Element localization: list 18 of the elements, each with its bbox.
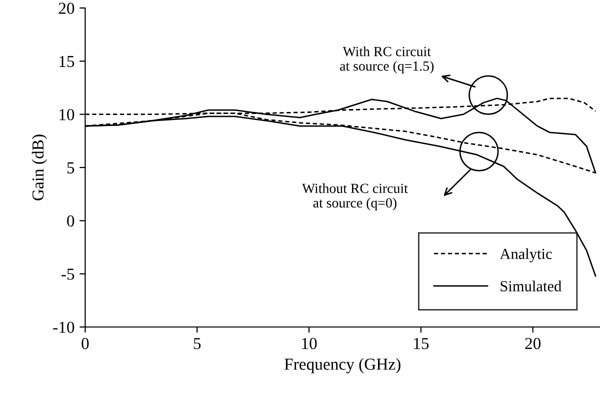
y-tick-label: -5 (62, 268, 74, 280)
y-tick-label: 15 (60, 56, 74, 68)
x-tick-label: 20 (525, 338, 541, 350)
x-tick-label: 0 (82, 338, 89, 350)
y-tick-label: 5 (67, 162, 74, 174)
x-tick-label: 5 (194, 338, 201, 350)
annotation: With RC circuit at source (q=1.5) (340, 46, 434, 74)
legend-label: Simulated (500, 280, 562, 292)
x-tick-label: 10 (302, 338, 317, 350)
y-axis-title: Gain (dB) (32, 134, 48, 200)
x-axis-title: Frequency (GHz) (284, 358, 400, 374)
annotation: Without RC circuit at source (q=0) (302, 183, 408, 210)
x-tick-label: 15 (414, 338, 429, 350)
legend-label: Analytic (500, 248, 552, 262)
y-tick-label: -10 (53, 322, 74, 333)
y-tick-label: 20 (58, 2, 74, 14)
y-tick-label: 10 (60, 109, 74, 120)
y-tick-label: 0 (67, 215, 74, 227)
